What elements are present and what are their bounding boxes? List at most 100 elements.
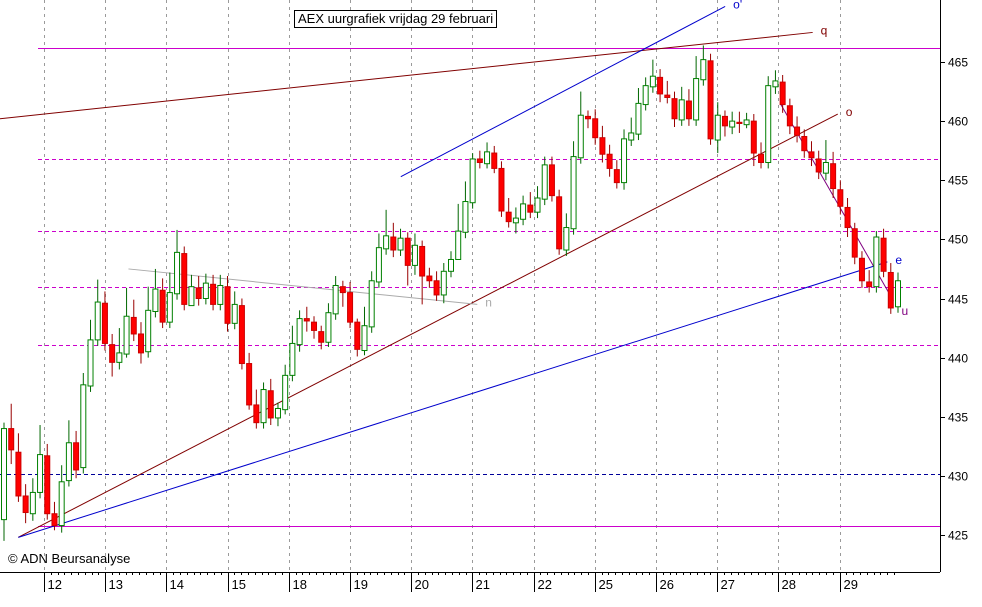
candle-body [462,201,469,233]
candle [166,272,173,329]
candle-body [145,309,152,353]
candle-body [721,115,728,127]
candle [8,403,15,465]
candle [354,318,361,357]
trendline-label: u [901,304,908,318]
candle-body [51,513,58,527]
candle [808,141,815,167]
candle [404,232,411,286]
candle [866,270,873,293]
trendline-label: q [821,23,828,37]
candle [137,322,144,364]
candle [347,281,354,329]
candle-body [339,286,346,294]
x-tick-label: 21 [476,577,490,592]
candle [527,192,534,219]
candle-body [642,85,649,106]
candle-body [22,495,29,514]
candle-body [628,132,635,141]
y-tick-label: 435 [948,411,968,425]
trendline-o' [400,5,726,178]
x-tick-label: 22 [538,577,552,592]
candle [152,268,159,318]
y-tick-label: 445 [948,293,968,307]
candle [448,251,454,278]
candle-body [613,169,620,184]
candle [837,180,844,215]
candle-body [210,283,217,305]
candle-body [274,407,281,419]
candle-body [433,280,440,296]
candle-body [714,114,721,141]
candle [202,273,209,305]
candle-body [202,282,209,300]
candle [332,276,339,320]
candle [195,276,202,306]
candle [714,102,721,154]
candle-body [858,257,865,282]
candle [577,91,584,164]
candle-body [693,78,700,121]
candle [851,222,858,265]
candle [433,271,440,301]
candle [541,156,548,206]
candle [613,160,620,189]
candle [174,229,181,300]
candle-body [246,363,253,406]
trendlines: q o o' e u n [0,0,908,538]
candle [267,378,274,426]
candle [750,114,757,167]
candle-body [181,253,188,305]
candle [116,328,123,370]
candle [210,274,217,311]
candle-body [224,286,231,324]
candle [246,352,253,410]
candle-body [15,451,22,497]
candle [772,70,779,94]
candle [498,161,505,217]
candle [260,382,267,429]
candle-body [592,118,599,139]
candle [224,276,231,332]
candle [253,389,260,429]
candle-body [159,289,166,323]
y-tick-label: 455 [948,174,968,188]
candle-body [65,442,72,482]
candle [51,501,58,531]
candle [289,325,296,382]
candle [123,287,130,358]
candle [87,319,94,392]
candle [815,150,822,180]
candle-body [383,235,390,250]
candle-body [527,204,534,213]
candle-body [476,158,483,164]
candle [44,443,51,520]
candle-body [296,318,303,346]
candle-body [491,152,498,169]
candle-body [844,206,851,229]
candle-body [87,339,94,387]
candle-body [570,156,577,230]
candle [188,274,195,307]
x-tick-label: 20 [415,577,429,592]
candle-body [556,196,563,250]
candle [419,240,426,305]
candle-body [548,164,555,197]
trendline-q [0,31,813,120]
candle [729,111,736,135]
candle-body [80,384,87,469]
candle-body [729,120,736,128]
candle [383,209,390,255]
candle [311,316,318,339]
candle [217,274,224,311]
candle-body [109,344,116,363]
candle [462,181,469,239]
candle [628,117,635,146]
candle-body [484,151,491,165]
candle-body [584,115,591,120]
candle [779,75,786,113]
x-tick-label: 12 [48,577,62,592]
candle [130,299,137,342]
candle [743,112,750,129]
